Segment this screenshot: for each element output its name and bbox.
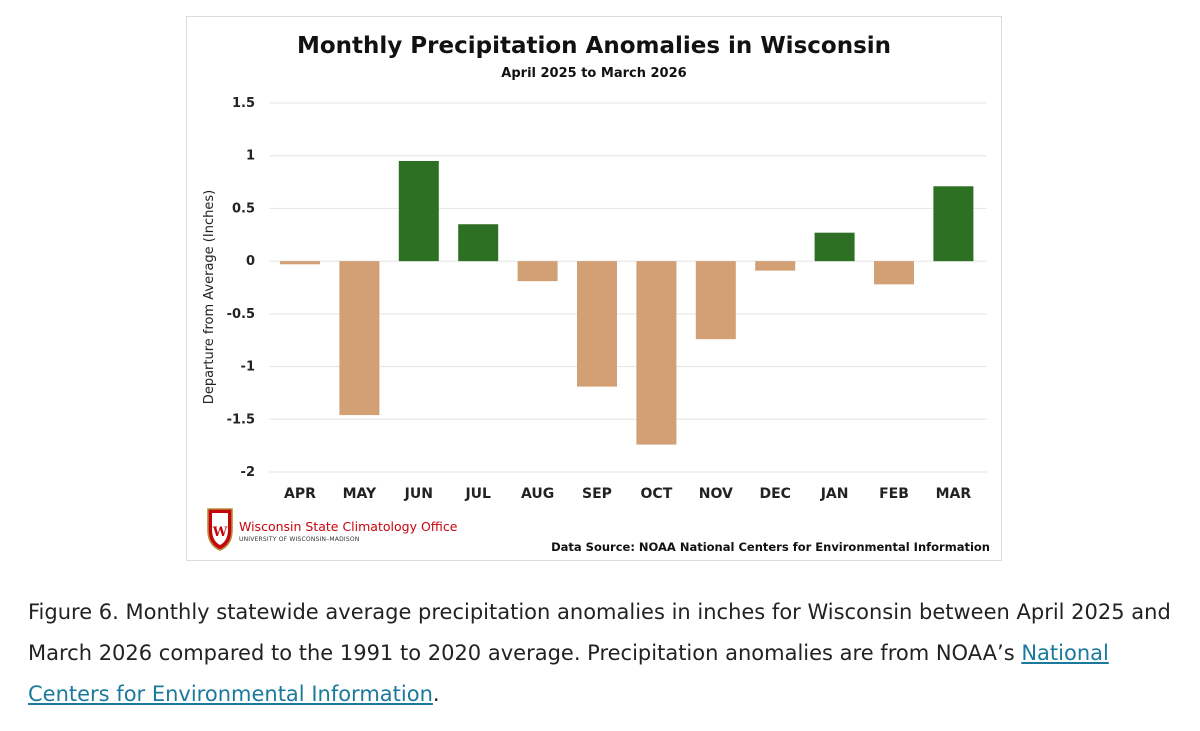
logo-name: Wisconsin State Climatology Office — [239, 519, 458, 534]
x-tick-label: SEP — [582, 486, 612, 502]
y-tick-label: 1.5 — [232, 96, 255, 111]
y-tick-label: -2 — [241, 465, 255, 480]
x-tick-label: JUN — [404, 486, 433, 502]
bar-jun — [398, 160, 439, 262]
figure-caption: Figure 6. Monthly statewide average prec… — [28, 592, 1178, 715]
y-tick-labels: 1.5 1 0.5 0 -0.5 -1 -1.5 -2 — [227, 96, 255, 480]
y-axis-title: Departure from Average (Inches) — [202, 190, 217, 404]
y-tick-label: 0 — [246, 254, 255, 269]
bar-oct — [636, 261, 677, 445]
chart-svg: Monthly Precipitation Anomalies in Wisco… — [202, 33, 990, 554]
bar-jan — [814, 232, 855, 262]
bar-dec — [755, 261, 796, 271]
chart-title: Monthly Precipitation Anomalies in Wisco… — [297, 33, 891, 59]
x-tick-label: FEB — [879, 486, 909, 502]
crest-letter: W — [212, 525, 228, 540]
x-tick-labels: APR MAY JUN JUL AUG SEP OCT NOV DEC JAN FEB MAR — [284, 486, 971, 502]
bars — [280, 160, 974, 445]
data-source: Data Source: NOAA National Centers for E… — [551, 540, 990, 554]
logo-subname: UNIVERSITY OF WISCONSIN–MADISON — [239, 536, 359, 543]
y-tick-label: 1 — [246, 149, 255, 164]
x-tick-label: OCT — [641, 486, 673, 502]
y-tick-label: -0.5 — [227, 307, 255, 322]
bar-jul — [458, 224, 499, 262]
ncei-link[interactable]: National Centers for Environmental Infor… — [28, 641, 1109, 706]
x-tick-label: AUG — [521, 486, 554, 502]
bar-nov — [695, 261, 736, 340]
y-tick-label: -1 — [241, 360, 255, 375]
bar-feb — [874, 261, 914, 285]
crest-icon: W — [207, 508, 233, 551]
caption-text: Figure 6. Monthly statewide average prec… — [28, 600, 1171, 665]
chart-figure: Monthly Precipitation Anomalies in Wisco… — [186, 16, 1002, 561]
x-tick-label: JAN — [820, 486, 849, 502]
bar-sep — [577, 261, 617, 387]
x-tick-label: NOV — [699, 486, 733, 502]
x-tick-label: MAY — [343, 486, 377, 502]
y-tick-label: 0.5 — [232, 201, 255, 216]
chart-subtitle: April 2025 to March 2026 — [501, 66, 686, 81]
bar-apr — [280, 261, 320, 265]
logo: W Wisconsin State Climatology Office UNI… — [207, 508, 458, 551]
x-tick-label: MAR — [936, 486, 972, 502]
x-tick-label: DEC — [759, 486, 790, 502]
bar-may — [339, 261, 380, 416]
x-tick-label: JUL — [464, 486, 491, 502]
y-tick-label: -1.5 — [227, 412, 255, 427]
bar-aug — [517, 261, 558, 282]
gridlines — [269, 102, 987, 473]
x-tick-label: APR — [284, 486, 316, 502]
caption-trailing: . — [432, 682, 440, 706]
bar-mar — [933, 186, 974, 262]
